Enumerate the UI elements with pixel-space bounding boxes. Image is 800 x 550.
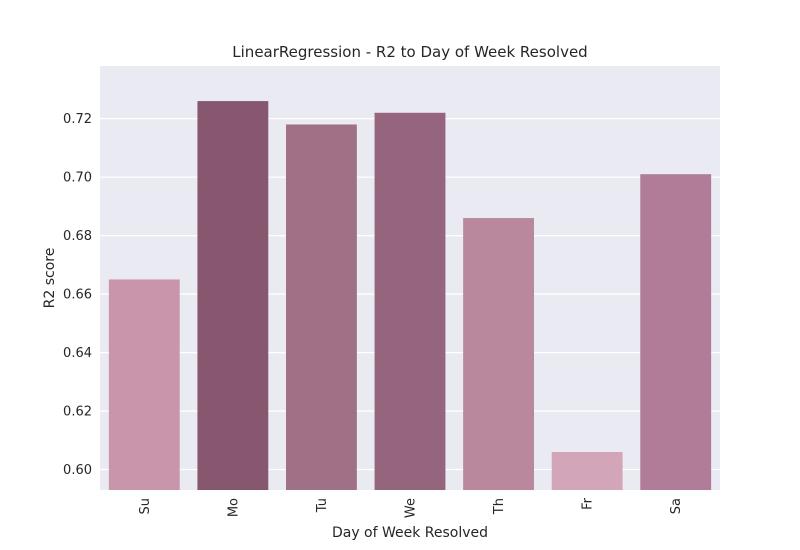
y-tick-label: 0.64 xyxy=(63,346,92,361)
y-tick-label: 0.68 xyxy=(63,229,92,244)
y-tick-labels: 0.60 0.62 0.64 0.66 0.68 0.70 0.72 xyxy=(63,112,92,478)
chart-title: LinearRegression - R2 to Day of Week Res… xyxy=(232,43,587,61)
bar-fr xyxy=(551,451,623,490)
y-tick-label: 0.72 xyxy=(63,112,92,127)
x-axis-title: Day of Week Resolved xyxy=(332,525,488,541)
y-tick-label: 0.66 xyxy=(63,288,92,303)
x-tick-label: Mo xyxy=(226,498,241,517)
bar-su xyxy=(108,279,180,490)
bar-we xyxy=(374,112,446,491)
bar-tu xyxy=(286,124,357,490)
x-tick-label: We xyxy=(404,498,419,518)
bar-sa xyxy=(640,174,712,490)
x-tick-labels: Su Mo Tu We Th Fr Sa xyxy=(138,497,684,518)
y-axis-title: R2 score xyxy=(42,248,58,309)
bar-th xyxy=(463,218,534,490)
x-tick-label: Su xyxy=(138,498,153,515)
x-tick-label: Fr xyxy=(581,497,596,510)
x-tick-label: Th xyxy=(492,498,507,515)
bars xyxy=(108,101,712,491)
x-tick-label: Tu xyxy=(315,498,330,513)
x-tick-label: Sa xyxy=(669,498,684,514)
y-tick-label: 0.60 xyxy=(63,463,92,478)
y-tick-label: 0.62 xyxy=(63,405,92,420)
bar-mo xyxy=(197,101,269,490)
y-tick-label: 0.70 xyxy=(63,171,92,186)
